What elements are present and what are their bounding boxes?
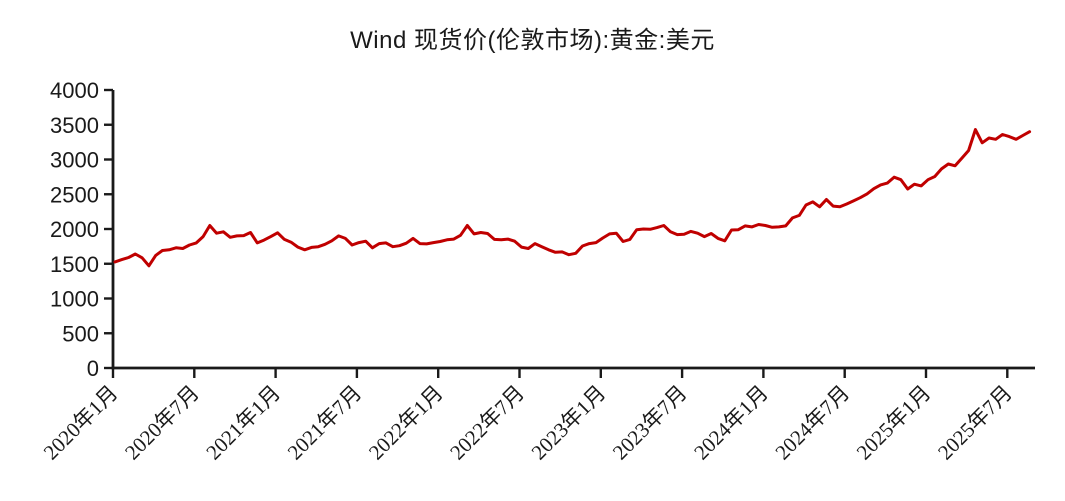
y-axis-tick-label: 500: [62, 321, 99, 346]
x-axis-tick-label: 2021年7月: [283, 381, 367, 465]
y-axis-tick-label: 3500: [50, 113, 99, 138]
y-axis-tick-label: 0: [87, 356, 99, 381]
y-axis-tick-label: 2000: [50, 217, 99, 242]
x-axis-tick-label: 2024年1月: [689, 381, 773, 465]
x-axis-tick-label: 2025年1月: [852, 381, 936, 465]
x-axis-tick-label: 2020年7月: [120, 381, 204, 465]
y-axis-tick-label: 3000: [50, 148, 99, 173]
price-line-series: [113, 128, 1032, 268]
x-axis-tick-label: 2025年7月: [933, 381, 1017, 465]
chart-title: Wind 现货价(伦敦市场):黄金:美元: [350, 27, 715, 54]
x-axis-tick-label: 2023年7月: [608, 381, 692, 465]
y-axis-tick-label: 2500: [50, 182, 99, 207]
y-axis-tick-label: 1500: [50, 252, 99, 277]
x-axis-tick-label: 2024年7月: [770, 381, 854, 465]
x-axis-tick-label: 2020年1月: [39, 381, 123, 465]
x-axis-tick-label: 2022年1月: [364, 381, 448, 465]
y-axis-tick-label: 1000: [50, 287, 99, 312]
x-axis-tick-label: 2023年1月: [527, 381, 611, 465]
x-axis-tick-label: 2021年1月: [201, 381, 285, 465]
y-axis-tick-label: 4000: [50, 78, 99, 103]
x-axis-tick-label: 2022年7月: [445, 381, 529, 465]
